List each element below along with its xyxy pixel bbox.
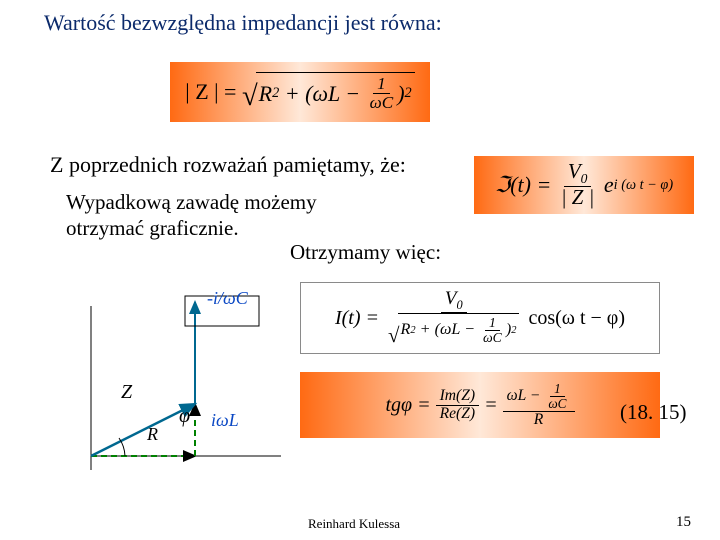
equation-number: (18. 15) [620,400,687,425]
text-previous: Z poprzednich rozważań pamiętamy, że: [50,152,406,178]
page-heading: Wartość bezwzględna impedancji jest równ… [44,10,442,36]
footer-author: Reinhard Kulessa [308,516,400,532]
text-wypadkowa-line1: Wypadkową zawadę możemy [66,190,317,215]
svg-text:R: R [146,424,158,444]
svg-text:φ: φ [179,405,190,427]
svg-text:Z: Z [121,381,133,403]
equation-tg-phi: tgφ = Im(Z)Re(Z) = ωL − 1ωCR [300,372,660,438]
equation-current-cos: I(t) = V0√R2 + (ωL − 1ωC)2 cos(ω t − φ) [300,282,660,354]
footer-page-number: 15 [676,514,691,531]
phasor-diagram: ZRφiωL-i/ωC [75,340,295,480]
text-result: Otrzymamy więc: [290,240,441,265]
svg-text:-i/ωC: -i/ωC [207,288,249,308]
equation-current-phasor: ℑ(t) = V0| Z | ei (ω t − φ) [474,156,694,214]
equation-abs-z: | Z | = √R2 + (ωL − 1ωC)2 [170,62,430,122]
text-wypadkowa-line2: otrzymać graficznie. [66,216,239,241]
svg-text:iωL: iωL [211,410,239,430]
